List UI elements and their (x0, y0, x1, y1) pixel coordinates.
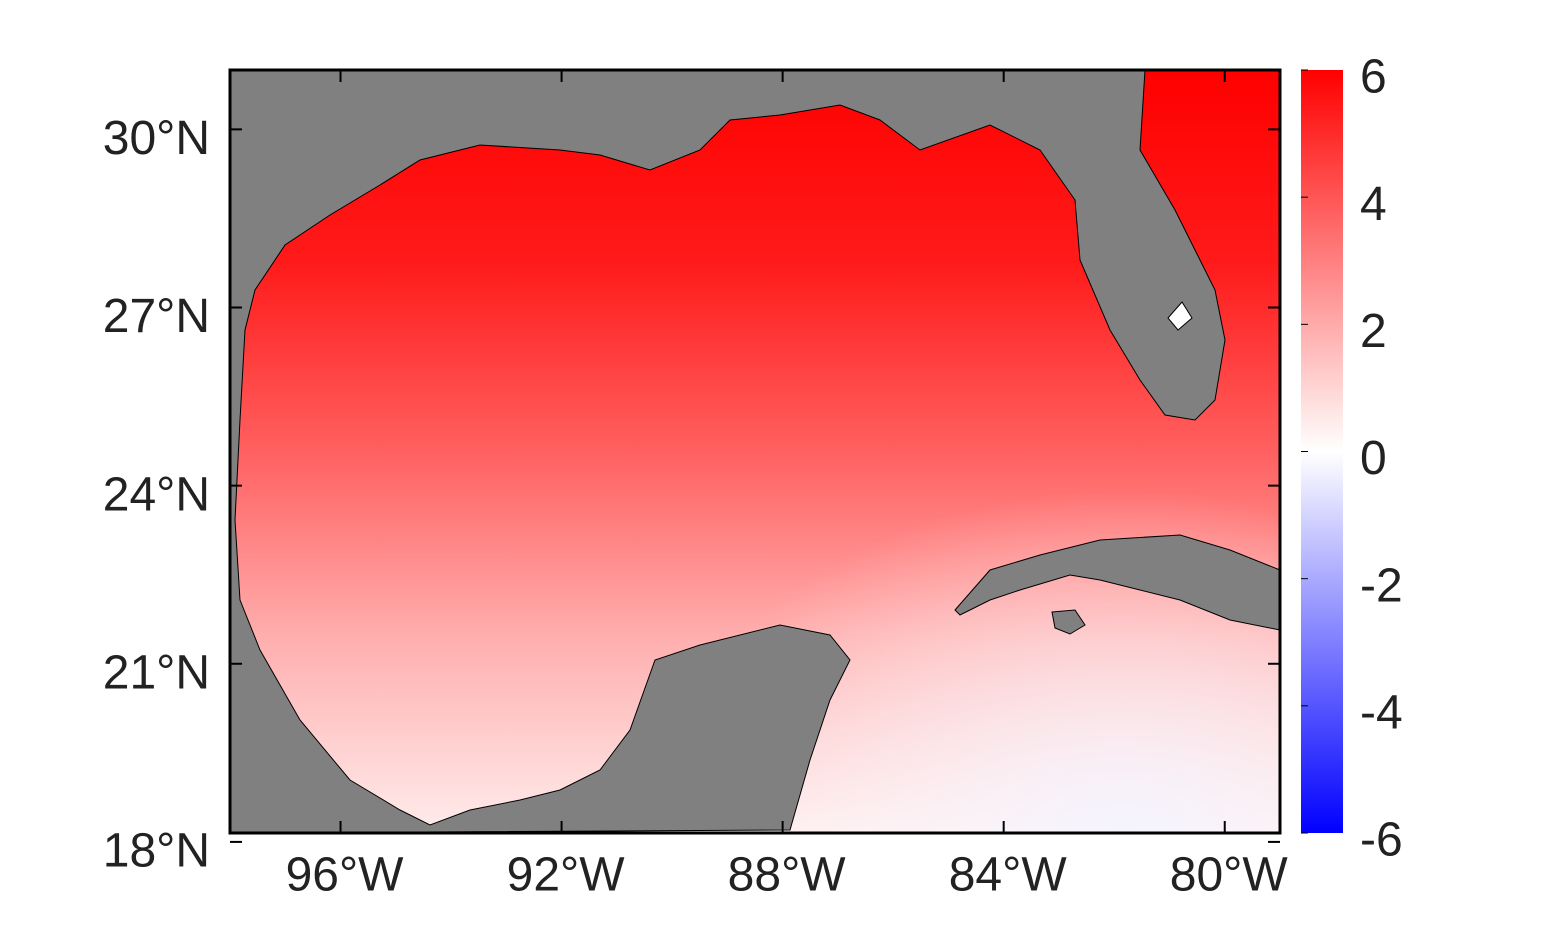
y-tick-label: 24°N (103, 468, 210, 521)
colorbar-tick-label: 2 (1360, 305, 1387, 358)
land-cuba (954, 534, 1281, 631)
colorbar-tick-label: -2 (1360, 559, 1403, 612)
lake (1167, 301, 1193, 331)
x-tick-label: 80°W (1170, 849, 1289, 902)
y-tick-label: 27°N (103, 290, 210, 343)
land-isle-of-youth (1051, 609, 1086, 635)
x-tick-label: 96°W (286, 849, 405, 902)
y-tick-label: 30°N (103, 112, 210, 165)
plot-area (228, 68, 1282, 835)
y-tick-label: 18°N (103, 825, 210, 878)
x-tick-label: 84°W (949, 849, 1068, 902)
x-tick-label: 88°W (728, 849, 847, 902)
colorbar-tick-label: 4 (1360, 178, 1387, 231)
colorbar-tick-label: 6 (1360, 51, 1387, 104)
y-tick-label: 21°N (103, 646, 210, 699)
plot-frame (228, 68, 1282, 835)
colorbar-tick-label: 0 (1360, 432, 1387, 485)
x-tick-label: 92°W (507, 849, 626, 902)
colorbar-tick-label: -6 (1360, 814, 1403, 867)
colorbar-tick-label: -4 (1360, 687, 1403, 740)
land-mainland (229, 69, 1226, 834)
